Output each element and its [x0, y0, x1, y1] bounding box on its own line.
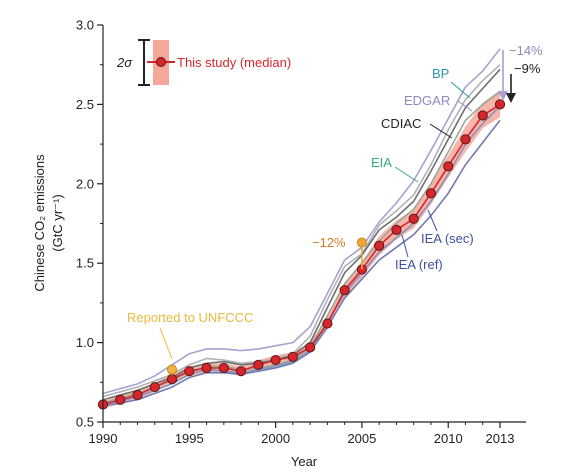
series-line-this-study-median	[103, 103, 501, 406]
y-tick-label: 1.5	[76, 256, 94, 271]
median-point	[339, 285, 350, 296]
median-point	[166, 374, 178, 385]
legend-median-marker	[156, 57, 166, 67]
annotation-cdiac-leader	[429, 123, 453, 139]
arrow-minus14-head	[498, 91, 508, 101]
y-tick-label: 2.5	[76, 97, 94, 112]
median-point	[494, 99, 506, 110]
median-point	[218, 362, 229, 374]
annotation-edgar: EDGAR	[404, 93, 450, 108]
y-tick-label: 0.5	[76, 415, 94, 430]
median-point	[408, 213, 419, 224]
arrow-minus9-head	[506, 93, 516, 103]
annotation-bp: BP	[432, 66, 449, 81]
median-point	[322, 318, 333, 329]
x-tick-label: 1995	[175, 431, 204, 446]
x-tick-label: 2000	[261, 431, 290, 446]
annotation-iea-sec-leader	[427, 209, 438, 232]
annotation-eia-leader	[394, 166, 419, 183]
annotation-cdiac: CDIAC	[381, 116, 421, 131]
median-point	[443, 161, 454, 172]
y-axis-title: Chinese CO₂ emissions (GtC yr⁻¹)	[32, 154, 65, 292]
y-axis-units: (GtC yr⁻¹)	[50, 194, 65, 251]
annotation-iea-ref: IEA (ref)	[395, 257, 443, 272]
annotation-minus9: −9%	[514, 61, 541, 76]
legend-median-label: This study (median)	[177, 55, 291, 70]
x-axis-title: Year	[291, 454, 318, 469]
median-point	[391, 224, 402, 235]
median-point	[235, 366, 247, 377]
annotation-unfccc: Reported to UNFCCC	[127, 310, 253, 325]
x-tick-label: 2013	[486, 431, 515, 446]
median-point	[460, 134, 471, 145]
median-point	[201, 362, 212, 374]
legend-sigma-label: 2σ	[116, 55, 133, 70]
median-point	[477, 110, 488, 121]
reported-point-reported-to-unfccc	[166, 364, 178, 375]
median-point	[425, 188, 437, 199]
x-tick-label: 2005	[347, 431, 376, 446]
median-point	[132, 389, 143, 401]
annotation-minus14: −14%	[509, 43, 543, 58]
annotations: EDGAR BP CDIAC EIA IEA (sec) IEA (ref) R…	[127, 43, 543, 360]
annotation-edgar-leader	[457, 100, 473, 112]
median-point	[305, 342, 316, 353]
difference-arrows	[498, 50, 516, 103]
median-point	[287, 351, 298, 362]
y-tick-label: 3.0	[76, 18, 94, 33]
annotation-iea-sec: IEA (sec)	[421, 231, 474, 246]
median-point	[115, 394, 126, 405]
y-tick-label: 2.0	[76, 176, 94, 191]
annotation-bp-leader	[450, 81, 471, 99]
median-point	[149, 381, 160, 393]
legend: 2σ This study (median)	[116, 39, 291, 86]
median-point	[184, 366, 195, 377]
median-point	[270, 354, 281, 366]
median-point	[253, 359, 264, 370]
y-axis-label: Chinese CO₂ emissions	[32, 154, 47, 292]
annotation-minus12: −12%	[312, 235, 346, 250]
median-point	[374, 240, 385, 251]
x-tick-label: 2010	[434, 431, 463, 446]
reported-point-12	[356, 237, 368, 248]
series-line-iea-sec	[103, 119, 501, 407]
y-tick-label: 1.0	[76, 335, 94, 350]
annotation-iea-ref-leader	[401, 234, 409, 258]
uncertainty-band	[103, 90, 500, 408]
x-tick-label: 1990	[89, 431, 118, 446]
annotation-eia: EIA	[371, 155, 392, 170]
annotation-unfccc-leader	[159, 327, 173, 360]
